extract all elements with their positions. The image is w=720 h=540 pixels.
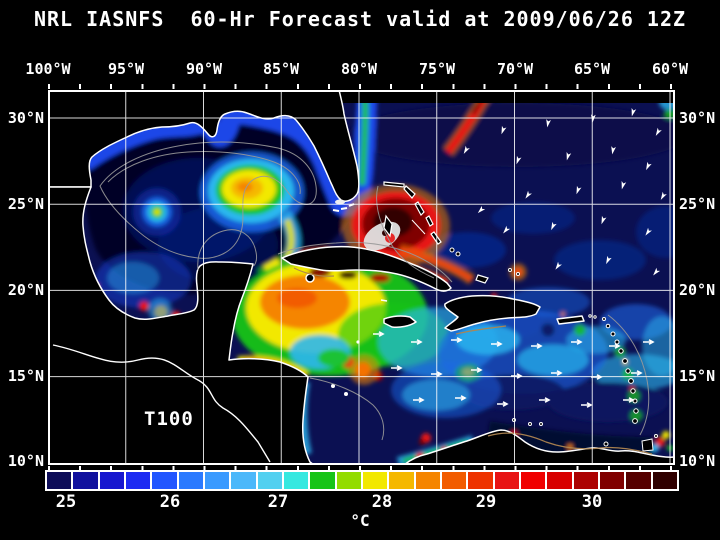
colorbar-cell [573, 472, 598, 489]
florida-keys-and-banks [331, 199, 388, 396]
colorbar-cell [520, 472, 546, 489]
lat-label-right-15n: 15°N [679, 367, 716, 385]
bottom-axis-ticks [48, 466, 672, 470]
lon-label-60w: 60°W [651, 60, 689, 78]
shelf-contours [293, 267, 653, 455]
cuba-landmass [281, 245, 452, 292]
south-america-landmass [403, 429, 675, 465]
colorbar-cell [257, 472, 282, 489]
colorbar-cell [626, 472, 651, 489]
lon-label-100w: 100°W [25, 60, 71, 78]
lat-label-left-15n: 15°N [7, 367, 44, 385]
colorbar-cell [599, 472, 625, 489]
colorbar-tick-29: 29 [475, 492, 497, 512]
mexico-central-america-landmass [48, 186, 315, 465]
lat-label-left-30n: 30°N [7, 109, 44, 127]
lon-label-65w: 65°W [573, 60, 611, 78]
lon-label-90w: 90°W [185, 60, 223, 78]
colorbar-cell [231, 472, 256, 489]
colorbar-cell [125, 472, 151, 489]
hispaniola-landmass [444, 294, 541, 332]
colorbar-tick-28: 28 [371, 492, 393, 512]
colorbar-cell [99, 472, 124, 489]
lon-label-70w: 70°W [496, 60, 534, 78]
colorbar-cell [283, 472, 309, 489]
bathymetry-contours [99, 141, 650, 441]
map-frame [48, 90, 675, 465]
jamaica-landmass [383, 315, 417, 328]
colorbar-tick-30: 30 [581, 492, 603, 512]
lesser-antilles-islands [512, 314, 658, 452]
lat-label-left-20n: 20°N [7, 281, 44, 299]
colorbar-tick-25: 25 [55, 492, 77, 512]
colorbar-cell [362, 472, 388, 489]
colorbar-cell [389, 472, 414, 489]
lon-label-75w: 75°W [418, 60, 456, 78]
lon-label-95w: 95°W [107, 60, 145, 78]
lat-label-right-25n: 25°N [679, 195, 716, 213]
colorbar-cell [494, 472, 519, 489]
colorbar-tick-26: 26 [159, 492, 181, 512]
colorbar-cell [468, 472, 493, 489]
colorbar-cell [547, 472, 572, 489]
colorbar-cell [336, 472, 361, 489]
lat-label-right-30n: 30°N [679, 109, 716, 127]
grid-lines [48, 90, 675, 465]
landmasses [48, 90, 675, 465]
colorbar-cell [652, 472, 677, 489]
colorbar-cell [178, 472, 203, 489]
top-axis-ticks [48, 84, 672, 89]
colorbar-unit-label: °C [350, 511, 370, 530]
colorbar-tick-27: 27 [267, 492, 289, 512]
lat-label-right-10n: 10°N [679, 452, 716, 470]
colorbar-cell [310, 472, 335, 489]
lon-label-85w: 85°W [262, 60, 300, 78]
temperature-colorbar [45, 470, 679, 491]
sea-temperature-map [48, 90, 675, 465]
depth-annotation: T100 [144, 408, 194, 430]
lat-label-left-25n: 25°N [7, 195, 44, 213]
colorbar-cell [415, 472, 440, 489]
colorbar-cell [73, 472, 98, 489]
colorbar-cell [204, 472, 230, 489]
colorbar-cell [47, 472, 72, 489]
colorbar-cell [152, 472, 177, 489]
lat-label-left-10n: 10°N [7, 452, 44, 470]
colorbar-cell [441, 472, 467, 489]
page-title: NRL IASNFS 60-Hr Forecast valid at 2009/… [33, 7, 687, 31]
lat-label-right-20n: 20°N [679, 281, 716, 299]
pacific-coastline [52, 344, 271, 463]
lon-label-80w: 80°W [340, 60, 378, 78]
puerto-rico-landmass [556, 315, 585, 325]
